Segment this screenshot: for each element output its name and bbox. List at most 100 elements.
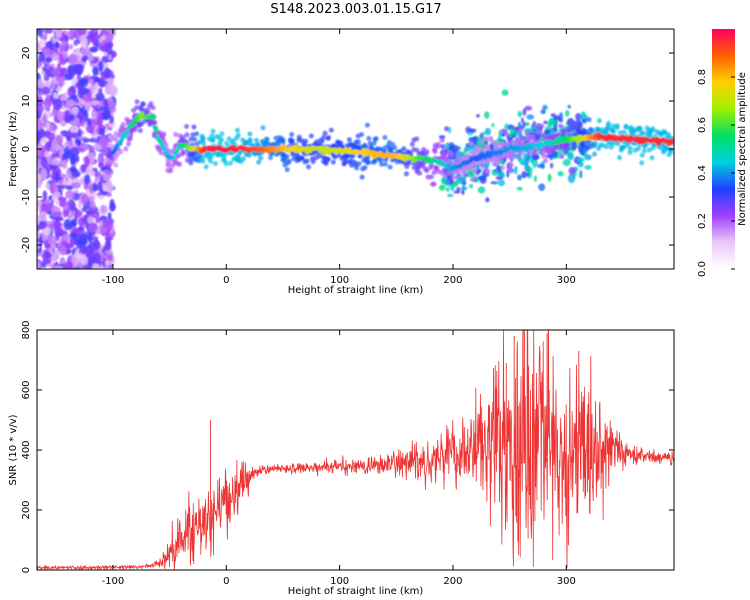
spectrogram-cell <box>90 100 99 106</box>
spectrogram-cell <box>356 161 362 167</box>
spectrogram-y-axis-label: Frequency (Hz) <box>8 111 19 187</box>
spectrogram-cell <box>309 156 315 162</box>
spectrogram-cell <box>77 129 82 138</box>
spectrogram-cell <box>98 80 109 87</box>
spectrogram-cell <box>37 148 45 157</box>
spectrogram-cell <box>107 212 112 221</box>
spectrogram-cell <box>447 162 452 167</box>
spectrogram-cell <box>161 131 167 137</box>
spectrogram-cell <box>228 160 234 166</box>
colorbar-tick-label: 0.6 <box>697 117 708 133</box>
spectrogram-cell <box>268 155 274 161</box>
spectrogram-cell <box>501 89 509 96</box>
spectrogram-cell <box>454 179 459 187</box>
colorbar-gradient <box>712 29 735 269</box>
snr-y-tick-label: 800 <box>21 320 32 339</box>
spectrogram-cell <box>54 218 60 230</box>
spectrogram-cell <box>89 46 99 53</box>
spectrogram-cell <box>101 145 108 157</box>
spectrogram-cell <box>223 161 229 167</box>
figure-title: S148.2023.003.01.15.G17 <box>270 2 442 17</box>
spectrogram-cell <box>164 151 169 156</box>
spectrogram-cell <box>303 138 309 144</box>
spectrogram-cell <box>614 123 620 129</box>
spectrogram-cell <box>80 193 89 205</box>
spectrogram-cell <box>610 128 616 134</box>
spectrogram-x-tick-label: 100 <box>330 275 349 286</box>
spectrogram-cell <box>92 183 98 192</box>
spectrogram-cell <box>535 128 541 134</box>
spectrogram-cell <box>571 132 577 138</box>
spectrogram-cell <box>442 152 448 158</box>
spectrogram-cell <box>51 69 61 77</box>
spectrogram-cell <box>188 136 194 142</box>
spectrogram-cell <box>596 118 602 124</box>
spectrogram-cell <box>508 162 514 168</box>
spectrogram-cell <box>171 155 176 160</box>
spectrogram-cell <box>470 176 476 182</box>
spectrogram-cell <box>137 118 142 122</box>
spectrogram-cell <box>438 135 446 140</box>
snr-y-axis-label: SNR (10 * v/v) <box>8 414 19 485</box>
spectrogram-cell <box>74 155 80 163</box>
spectrogram-cell <box>57 81 66 86</box>
spectrogram-cell <box>80 255 89 266</box>
spectrogram-cell <box>524 148 529 153</box>
spectrogram-cell <box>608 144 614 150</box>
spectrogram-cell <box>173 131 179 137</box>
spectrogram-cell <box>92 239 100 249</box>
spectrogram-cell <box>472 167 478 173</box>
spectrogram-cell <box>280 137 286 143</box>
spectrogram-x-axis-label: Height of straight line (km) <box>288 285 424 296</box>
spectrogram-cell <box>330 159 336 165</box>
spectrogram-cell <box>73 49 81 56</box>
spectrogram-cell <box>338 140 344 146</box>
spectrogram-cell <box>68 210 73 222</box>
spectrogram-cell <box>219 131 225 137</box>
spectrogram-cell <box>458 156 464 162</box>
spectrogram-cell <box>539 123 545 129</box>
spectrogram-cell <box>104 249 114 255</box>
spectrogram-cell <box>562 131 568 137</box>
spectrogram-y-tick-label: -10 <box>21 189 32 205</box>
spectrogram-cell <box>60 40 68 47</box>
spectrogram-cell <box>45 41 54 48</box>
spectrogram-cell <box>93 252 101 264</box>
spectrogram-cell <box>495 141 501 147</box>
spectrogram-cell <box>78 29 87 36</box>
colorbar-tick-label: 0.4 <box>697 165 708 181</box>
spectrogram-cell <box>428 174 434 180</box>
spectrogram-cell <box>256 159 262 165</box>
spectrogram-cell <box>575 112 582 121</box>
spectrogram-cell <box>92 35 97 47</box>
spectrogram-cell <box>99 44 109 50</box>
spectrogram-cell <box>67 91 73 97</box>
spectrogram-cell <box>97 195 105 200</box>
spectrogram-cell <box>41 86 51 95</box>
spectrogram-x-tick-label: 0 <box>223 275 229 286</box>
spectrogram-cell <box>54 41 60 49</box>
spectrogram-cell <box>52 92 59 99</box>
spectrogram-cell <box>484 111 490 119</box>
spectrogram-cell <box>88 137 98 143</box>
spectrogram-cell <box>103 67 111 79</box>
spectrogram-cell <box>218 137 224 143</box>
spectrogram-cell <box>37 132 41 144</box>
spectrogram-cell <box>65 190 75 200</box>
spectrogram-cell <box>65 181 74 186</box>
spectrogram-cell <box>543 129 551 135</box>
spectrogram-cell <box>417 170 423 176</box>
spectrogram-cell <box>461 189 465 195</box>
spectrogram-cell <box>621 129 627 135</box>
spectrogram-cell <box>325 136 331 142</box>
spectrogram-cell <box>89 201 96 209</box>
spectrogram-cell <box>526 114 535 120</box>
spectrogram-cell <box>62 92 68 102</box>
spectrogram-cell <box>558 118 564 123</box>
spectrogram-cell <box>190 132 196 138</box>
spectrogram-cell <box>266 150 272 154</box>
spectrogram-cell <box>66 185 74 191</box>
spectrogram-cell <box>526 172 530 177</box>
spectrogram-cell <box>44 57 53 63</box>
colorbar-tick-label: 0.2 <box>697 213 708 229</box>
